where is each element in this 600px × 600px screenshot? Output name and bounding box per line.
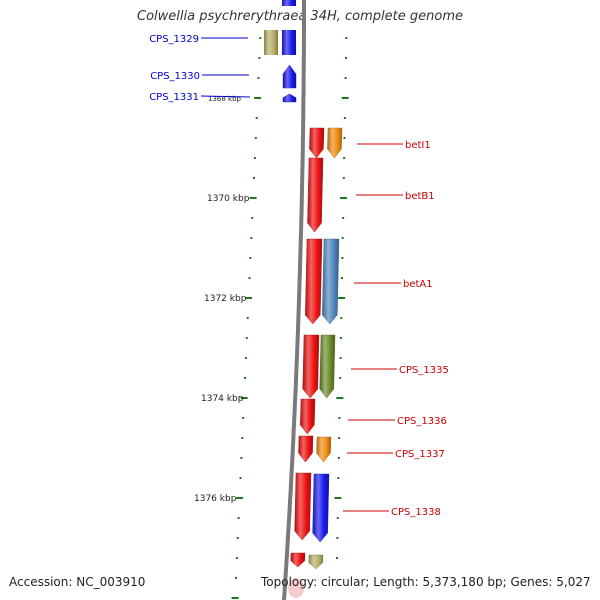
scale-label: 1372 kbp <box>204 294 247 304</box>
gene-betI1-companion <box>309 127 325 159</box>
scale-tick <box>241 437 244 439</box>
scale-tick <box>235 557 238 559</box>
scale-label: 1376 kbp <box>194 494 237 504</box>
scale-tick <box>259 37 262 39</box>
scale-tick <box>337 457 340 459</box>
feature-leader-line <box>200 95 251 98</box>
scale-tick <box>344 77 347 79</box>
scale-tick <box>343 117 346 119</box>
scale-tick <box>240 457 243 459</box>
gene-CPS_1337 <box>316 436 332 463</box>
scale-tick <box>343 157 346 159</box>
scale-tick <box>250 237 253 239</box>
scale-tick <box>338 417 341 419</box>
scale-label: 1374 kbp <box>201 394 244 404</box>
scale-tick <box>253 177 255 179</box>
feature-label: betA1 <box>403 279 433 290</box>
scale-tick <box>231 597 239 599</box>
scale-tick <box>342 217 345 219</box>
scale-tick <box>338 437 341 439</box>
scale-tick <box>336 397 344 399</box>
scale-tick <box>341 257 344 259</box>
scale-tick <box>236 497 244 499</box>
accession-label: Accession: NC_003910 <box>9 575 146 589</box>
scale-tick <box>242 417 245 419</box>
scale-tick <box>345 37 348 39</box>
feature-label: CPS_1331 <box>149 92 199 103</box>
gene-betA1 <box>322 238 340 325</box>
scale-tick <box>341 237 344 239</box>
scale-tick <box>255 117 258 119</box>
gene-CPS_1336 <box>300 398 316 435</box>
feature-label: CPS_1337 <box>395 449 445 460</box>
gene-CPS_1330-segment <box>282 30 296 55</box>
gene-fragment-bottom-2 <box>308 554 324 570</box>
feature-label: CPS_1336 <box>397 416 447 427</box>
scale-tick <box>345 57 347 59</box>
scale-tick <box>237 517 240 519</box>
genome-backbone <box>282 0 306 600</box>
scale-tick <box>254 97 262 99</box>
scale-tick <box>248 277 251 279</box>
scale-tick <box>339 357 342 359</box>
genome-title: Colwellia psychrerythraea 34H, complete … <box>137 9 463 24</box>
feature-label: CPS_1335 <box>399 365 449 376</box>
scale-tick <box>339 337 342 339</box>
gene-fragment-pale <box>288 578 304 598</box>
feature-label: betI1 <box>405 140 431 151</box>
gene-betA1-companion <box>305 238 323 325</box>
gene-betB1 <box>307 157 324 233</box>
gene-CPS_1335-companion <box>302 334 320 399</box>
scale-tick <box>240 397 248 399</box>
feature-label: betB1 <box>405 191 435 202</box>
gene-CPS_1337-companion <box>298 435 314 463</box>
scale-tick <box>244 377 246 379</box>
scale-tick <box>235 577 237 579</box>
scale-tick <box>341 277 343 279</box>
scale-tick <box>254 137 257 139</box>
scale-label: 1368 kbp <box>208 95 242 103</box>
gene-CPS_1338 <box>312 473 330 543</box>
feature-label: CPS_1338 <box>391 507 441 518</box>
scale-tick <box>257 77 260 79</box>
scale-tick <box>336 517 339 519</box>
gene-CPS_1338-companion <box>294 472 312 541</box>
scale-tick <box>249 257 252 259</box>
scale-tick <box>343 137 346 139</box>
scale-tick <box>336 557 338 559</box>
scale-tick <box>338 297 346 299</box>
scale-tick <box>334 497 342 499</box>
gene-CPS_1329 <box>264 30 278 55</box>
scale-tick <box>339 377 342 379</box>
topology-label: Topology: circular; Length: 5,373,180 bp… <box>261 575 591 589</box>
gene-CPS_1330 <box>282 64 297 89</box>
scale-tick <box>251 217 254 219</box>
gene-fragment-bottom <box>290 552 306 568</box>
scale-label: 1370 kbp <box>207 194 250 204</box>
scale-tick <box>341 97 349 99</box>
gene-fragment <box>282 0 296 6</box>
scale-tick <box>245 337 248 339</box>
gene-CPS_1335 <box>319 334 336 399</box>
scale-tick <box>244 357 247 359</box>
scale-tick <box>245 297 253 299</box>
scale-tick <box>337 477 340 479</box>
scale-tick <box>339 197 347 199</box>
scale-tick <box>239 477 242 479</box>
scale-tick <box>246 317 249 319</box>
scale-tick <box>236 537 239 539</box>
scale-tick <box>249 197 257 199</box>
scale-tick <box>253 157 256 159</box>
feature-label: CPS_1329 <box>149 34 199 45</box>
scale-tick <box>258 57 261 59</box>
scale-tick <box>342 177 345 179</box>
gene-betI1 <box>327 127 343 159</box>
scale-tick <box>340 317 343 319</box>
gene-CPS_1331 <box>282 93 297 103</box>
feature-label: CPS_1330 <box>150 71 200 82</box>
scale-tick <box>336 537 339 539</box>
